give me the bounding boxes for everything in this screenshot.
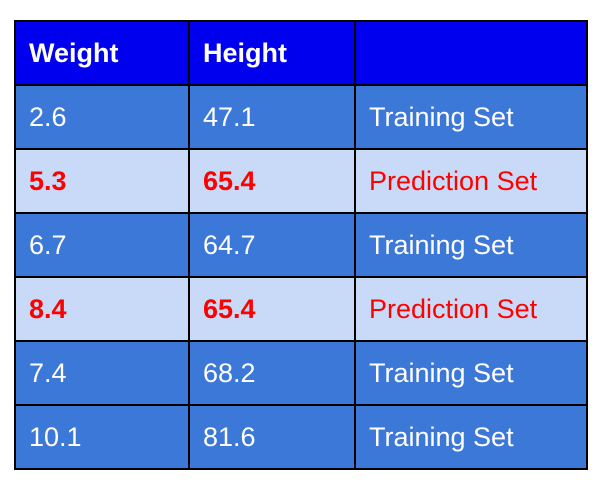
weight-cell: 2.6 xyxy=(14,84,190,150)
set-cell: Training Set xyxy=(354,212,588,278)
set-cell: Prediction Set xyxy=(354,276,588,342)
table-row: 7.4 68.2 Training Set xyxy=(14,340,588,406)
weight-cell: 5.3 xyxy=(14,148,190,214)
table-row: 8.4 65.4 Prediction Set xyxy=(14,276,588,342)
height-cell: 64.7 xyxy=(188,212,356,278)
set-cell: Training Set xyxy=(354,340,588,406)
header-height: Height xyxy=(188,20,356,86)
table-row: 6.7 64.7 Training Set xyxy=(14,212,588,278)
set-cell: Training Set xyxy=(354,84,588,150)
height-cell: 68.2 xyxy=(188,340,356,406)
data-table: Weight Height 2.6 47.1 Training Set 5.3 … xyxy=(14,20,588,470)
height-cell: 65.4 xyxy=(188,148,356,214)
header-weight: Weight xyxy=(14,20,190,86)
weight-cell: 7.4 xyxy=(14,340,190,406)
weight-cell: 6.7 xyxy=(14,212,190,278)
height-cell: 65.4 xyxy=(188,276,356,342)
header-set xyxy=(354,20,588,86)
table-row: 5.3 65.4 Prediction Set xyxy=(14,148,588,214)
set-cell: Training Set xyxy=(354,404,588,470)
header-row: Weight Height xyxy=(14,20,588,86)
height-cell: 81.6 xyxy=(188,404,356,470)
height-cell: 47.1 xyxy=(188,84,356,150)
weight-cell: 10.1 xyxy=(14,404,190,470)
table-row: 10.1 81.6 Training Set xyxy=(14,404,588,470)
table-row: 2.6 47.1 Training Set xyxy=(14,84,588,150)
set-cell: Prediction Set xyxy=(354,148,588,214)
weight-cell: 8.4 xyxy=(14,276,190,342)
